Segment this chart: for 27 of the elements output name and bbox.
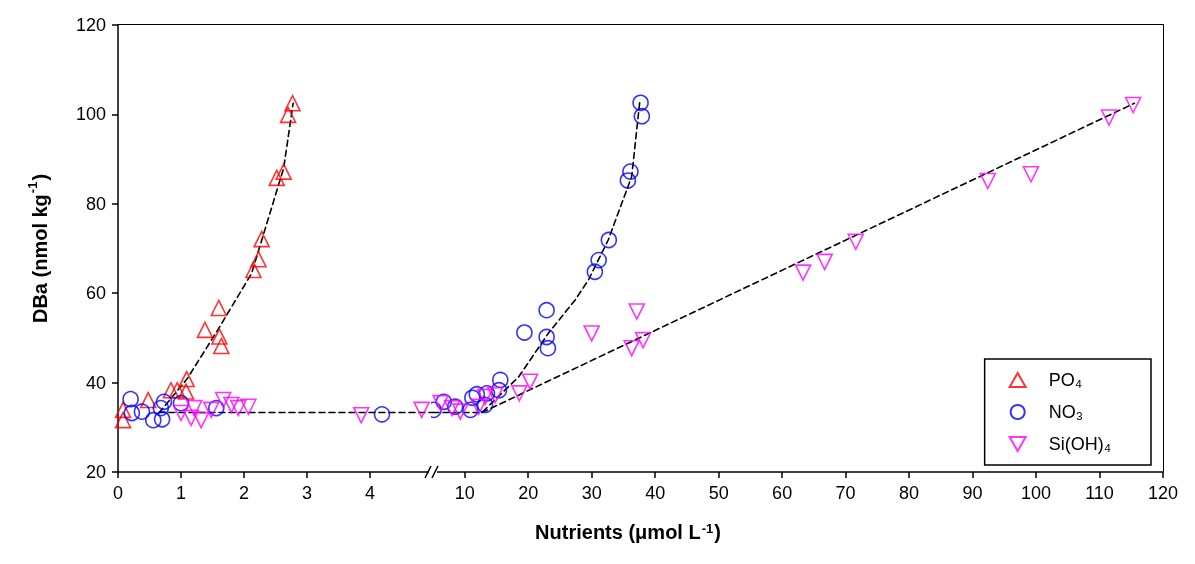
x-tick-label: 20 xyxy=(518,483,539,503)
x-tick-label: 80 xyxy=(899,483,920,503)
legend-label: NO₃ xyxy=(1048,402,1083,422)
x-tick-label: 2 xyxy=(238,483,250,503)
x-tick-label: 40 xyxy=(645,483,666,503)
x-tick-label: 70 xyxy=(835,483,856,503)
x-tick-label: 90 xyxy=(962,483,983,503)
x-tick-label: 100 xyxy=(1021,483,1052,503)
y-tick-label: 120 xyxy=(75,15,106,35)
x-tick-label: 110 xyxy=(1085,483,1114,503)
x-tick-label: 60 xyxy=(772,483,793,503)
y-tick-label: 20 xyxy=(85,462,106,482)
x-tick-label: 3 xyxy=(301,483,313,503)
x-tick-label: 120 xyxy=(1147,483,1179,503)
x-tick-label: 1 xyxy=(175,483,187,503)
x-tick-label: 10 xyxy=(454,483,475,503)
legend-label: PO₄ xyxy=(1048,370,1083,390)
legend-label: Si(OH)₄ xyxy=(1048,434,1111,454)
x-tick-label: 0 xyxy=(112,483,124,503)
y-tick-label: 40 xyxy=(85,372,106,393)
y-tick-label: 100 xyxy=(75,104,106,125)
y-axis-title: DBa (nmol kg-1) xyxy=(25,173,51,324)
y-tick-label: 60 xyxy=(85,283,106,304)
y-tick-label: 80 xyxy=(85,193,106,214)
x-tick-label: 4 xyxy=(364,483,376,503)
x-tick-label: 30 xyxy=(581,483,602,503)
x-tick-label: 50 xyxy=(708,483,729,503)
